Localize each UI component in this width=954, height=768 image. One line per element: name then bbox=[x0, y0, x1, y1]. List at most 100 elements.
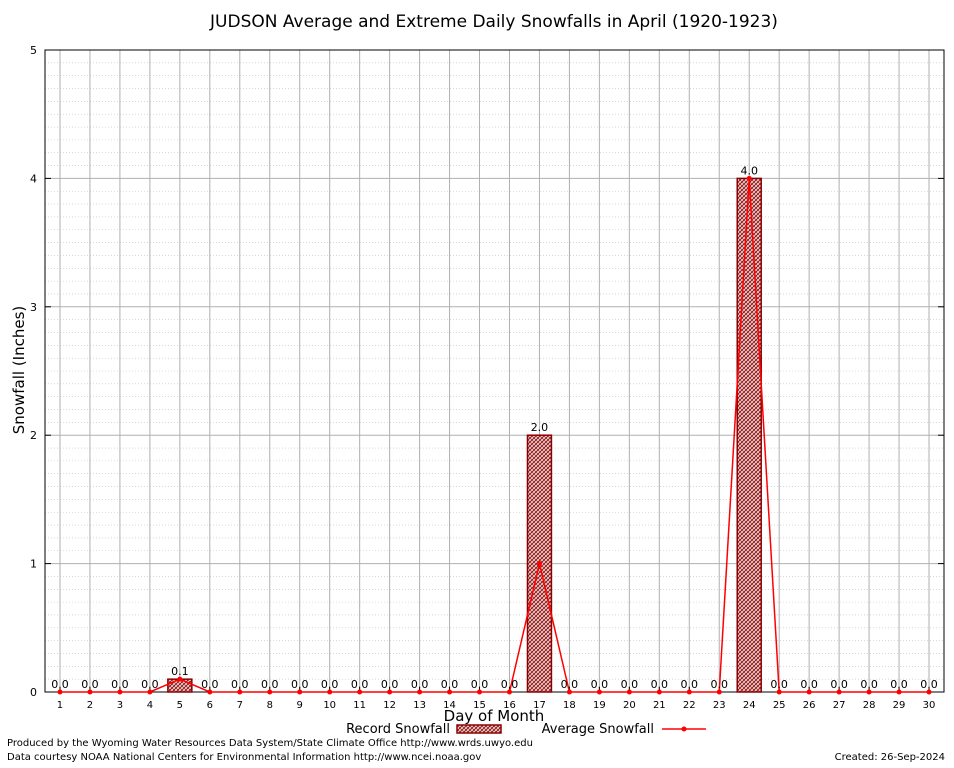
x-tick-label: 18 bbox=[563, 700, 576, 711]
average-point bbox=[626, 689, 632, 695]
y-tick-label: 3 bbox=[30, 301, 37, 314]
bar-value-label: 0.0 bbox=[800, 678, 818, 691]
record-bar bbox=[736, 177, 762, 693]
average-point bbox=[536, 561, 542, 567]
average-point bbox=[477, 689, 483, 695]
y-axis-label: Snowfall (Inches) bbox=[10, 306, 28, 434]
x-tick-label: 15 bbox=[473, 700, 486, 711]
average-point bbox=[716, 689, 722, 695]
bar-value-label: 0.0 bbox=[351, 678, 369, 691]
average-point bbox=[267, 689, 273, 695]
bar-value-label: 0.0 bbox=[441, 678, 459, 691]
average-point bbox=[896, 689, 902, 695]
legend: Record Snowfall Average Snowfall bbox=[346, 722, 706, 737]
x-tick-label: 27 bbox=[833, 700, 846, 711]
footer-produced-by: Produced by the Wyoming Water Resources … bbox=[7, 738, 533, 749]
x-tick-label: 14 bbox=[443, 700, 456, 711]
bar-value-label: 0.0 bbox=[681, 678, 699, 691]
legend-record-swatch bbox=[456, 724, 502, 734]
bar-value-label: 0.0 bbox=[411, 678, 429, 691]
average-point bbox=[147, 689, 153, 695]
average-line bbox=[57, 175, 932, 695]
bar-value-label: 0.0 bbox=[621, 678, 639, 691]
legend-average-marker bbox=[681, 726, 687, 732]
average-point bbox=[357, 689, 363, 695]
average-point bbox=[297, 689, 303, 695]
bar-value-label: 0.0 bbox=[261, 678, 279, 691]
chart-title: JUDSON Average and Extreme Daily Snowfal… bbox=[209, 12, 778, 32]
x-tick-label: 2 bbox=[87, 700, 93, 711]
grid bbox=[45, 49, 944, 693]
bar-value-label: 0.0 bbox=[860, 678, 878, 691]
average-point bbox=[656, 689, 662, 695]
x-tick-label: 24 bbox=[743, 700, 756, 711]
bar-value-label: 0.0 bbox=[830, 678, 848, 691]
average-point bbox=[87, 689, 93, 695]
x-tick-label: 21 bbox=[653, 700, 666, 711]
bar-value-label: 0.0 bbox=[471, 678, 489, 691]
average-point bbox=[866, 689, 872, 695]
bar-value-label: 0.0 bbox=[651, 678, 669, 691]
bar-value-label: 0.0 bbox=[201, 678, 219, 691]
x-tick-label: 7 bbox=[237, 700, 243, 711]
x-tick-label: 30 bbox=[923, 700, 936, 711]
x-tick-label: 23 bbox=[713, 700, 726, 711]
x-tick-label: 1 bbox=[57, 700, 63, 711]
average-polyline bbox=[59, 178, 930, 693]
bar-value-label: 0.0 bbox=[770, 678, 788, 691]
footer-data-courtesy: Data courtesy NOAA National Centers for … bbox=[7, 752, 482, 763]
bar-value-label: 0.0 bbox=[381, 678, 399, 691]
bar-value-label: 0.0 bbox=[561, 678, 579, 691]
average-point bbox=[447, 689, 453, 695]
average-point bbox=[926, 689, 932, 695]
average-point bbox=[417, 689, 423, 695]
average-point bbox=[566, 689, 572, 695]
bar-value-label: 0.0 bbox=[51, 678, 69, 691]
bar-value-label: 2.0 bbox=[531, 421, 549, 434]
average-point bbox=[746, 175, 752, 181]
x-tick-label: 11 bbox=[353, 700, 366, 711]
average-point bbox=[117, 689, 123, 695]
x-tick-label: 17 bbox=[533, 700, 546, 711]
bar-value-label: 0.0 bbox=[231, 678, 249, 691]
x-tick-label: 3 bbox=[117, 700, 123, 711]
bar-value-label: 0.0 bbox=[920, 678, 938, 691]
x-tick-label: 25 bbox=[773, 700, 786, 711]
bar-value-label: 0.0 bbox=[711, 678, 729, 691]
average-point bbox=[596, 689, 602, 695]
x-tick-label: 26 bbox=[803, 700, 816, 711]
average-point bbox=[207, 689, 213, 695]
x-tick-label: 8 bbox=[267, 700, 273, 711]
bar-value-label: 0.0 bbox=[291, 678, 309, 691]
average-point bbox=[506, 689, 512, 695]
legend-average-label: Average Snowfall bbox=[542, 722, 654, 737]
y-tick-label: 0 bbox=[30, 686, 37, 699]
y-tick-label: 5 bbox=[30, 44, 37, 57]
legend-record-label: Record Snowfall bbox=[346, 722, 450, 737]
x-tick-label: 12 bbox=[383, 700, 396, 711]
x-tick-label: 28 bbox=[863, 700, 876, 711]
y-tick-label: 4 bbox=[30, 172, 37, 185]
data-labels: 0.0 0.0 0.0 0.0 0.1 0.0 0.0 0.0 0.0 0.0 0.0 0.0 0.0 0… bbox=[51, 164, 938, 691]
average-point bbox=[237, 689, 243, 695]
footer-created: Created: 26-Sep-2024 bbox=[834, 752, 945, 763]
x-tick-label: 10 bbox=[323, 700, 336, 711]
bar-value-label: 0.1 bbox=[171, 665, 189, 678]
x-tick-label: 16 bbox=[503, 700, 516, 711]
bar-value-label: 0.0 bbox=[501, 678, 519, 691]
average-point bbox=[327, 689, 333, 695]
bar-value-label: 0.0 bbox=[141, 678, 159, 691]
average-point bbox=[806, 689, 812, 695]
x-tick-label: 13 bbox=[413, 700, 426, 711]
average-point bbox=[686, 689, 692, 695]
x-tick-label: 4 bbox=[147, 700, 153, 711]
average-point bbox=[776, 689, 782, 695]
bar-value-label: 4.0 bbox=[740, 164, 758, 177]
bar-value-label: 0.0 bbox=[81, 678, 99, 691]
bar-value-label: 0.0 bbox=[321, 678, 339, 691]
x-tick-label: 19 bbox=[593, 700, 606, 711]
y-tick-label: 2 bbox=[30, 429, 37, 442]
x-tick-label: 22 bbox=[683, 700, 696, 711]
